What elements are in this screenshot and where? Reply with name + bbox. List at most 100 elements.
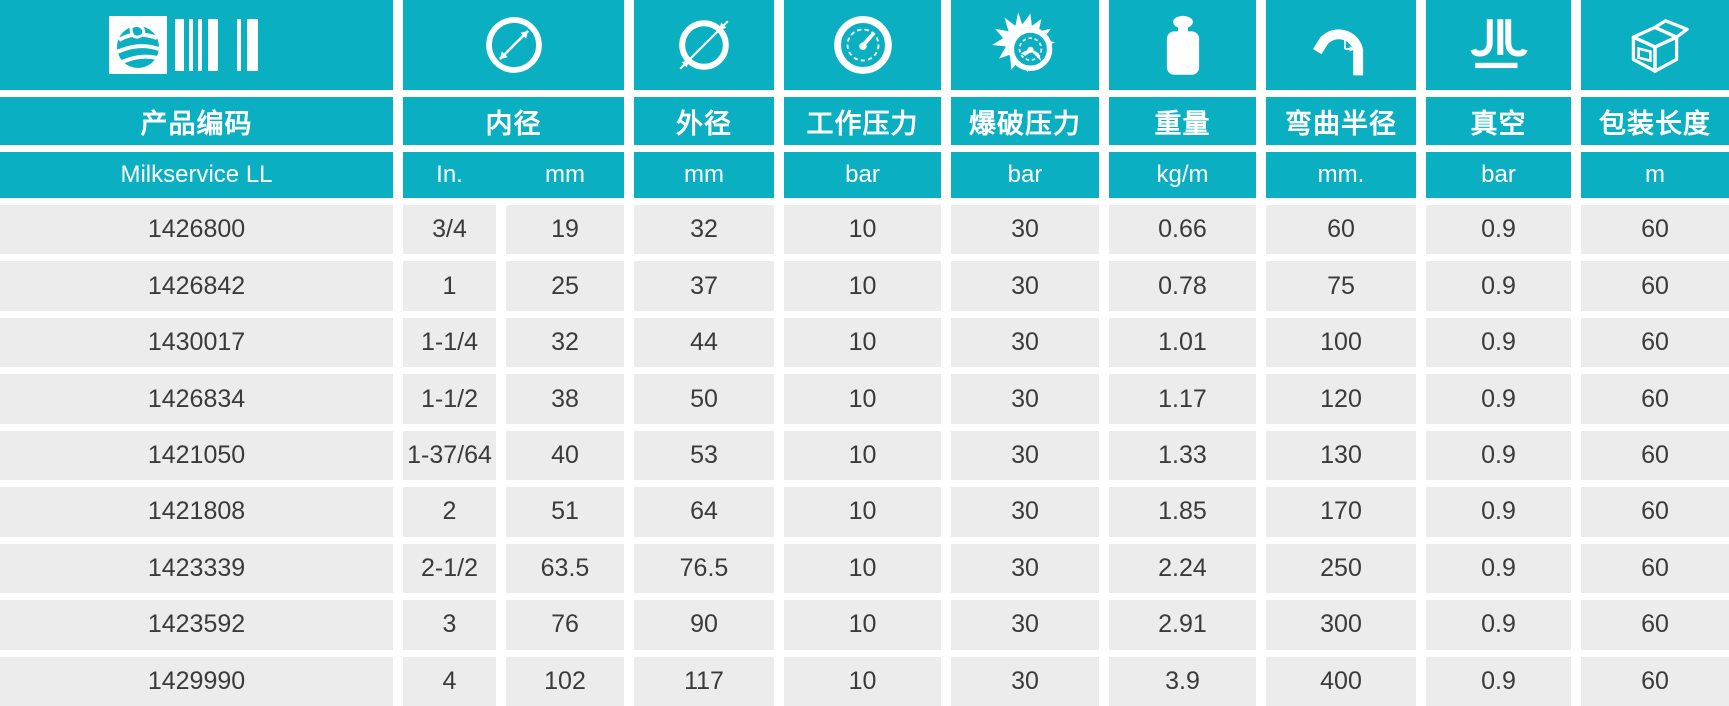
outer-diameter-cell: 76.5	[634, 543, 774, 594]
inner-diameter-in-cell: 3/4	[403, 205, 496, 255]
packaging-length-cell: 60	[1581, 543, 1729, 594]
working-pressure-cell: 10	[784, 487, 941, 537]
inner-diameter-mm-cell: 102	[506, 656, 624, 706]
column-header-vacuum: 真空	[1426, 97, 1571, 145]
packaging-length-cell: 60	[1581, 261, 1729, 311]
burst-pressure-cell: 30	[951, 600, 1099, 650]
vacuum-cell: 0.9	[1426, 430, 1571, 481]
packaging-length-cell: 60	[1581, 600, 1729, 650]
outer-diameter-cell: 32	[634, 205, 774, 255]
inner-diameter-mm-cell: 25	[506, 261, 624, 311]
working-pressure-cell: 10	[784, 543, 941, 594]
column-header-weight: 重量	[1109, 97, 1256, 145]
burst-pressure-cell: 30	[951, 430, 1099, 481]
product-code-cell: 1426842	[0, 261, 393, 311]
vacuum-cell: 0.9	[1426, 600, 1571, 650]
unit-packaging-length: m	[1581, 152, 1729, 198]
bend-radius-cell: 130	[1266, 430, 1416, 481]
weight-cell: 1.33	[1109, 430, 1256, 481]
unit-weight: kg/m	[1109, 152, 1256, 198]
burst-pressure-cell: 30	[951, 205, 1099, 255]
inner-diameter-in-cell: 4	[403, 656, 496, 706]
inner-diameter-mm-cell: 19	[506, 205, 624, 255]
pressure-gauge-icon	[784, 0, 941, 90]
inner-diameter-in-cell: 2	[403, 487, 496, 537]
inner-diameter-in-cell: 1	[403, 261, 496, 311]
unit-inner-diameter-in: In.	[436, 161, 463, 188]
burst-pressure-cell: 30	[951, 261, 1099, 311]
bend-radius-cell: 250	[1266, 543, 1416, 594]
burst-pressure-cell: 30	[951, 487, 1099, 537]
weight-cell: 2.24	[1109, 543, 1256, 594]
working-pressure-cell: 10	[784, 261, 941, 311]
burst-pressure-cell: 30	[951, 317, 1099, 368]
packaging-length-cell: 60	[1581, 317, 1729, 368]
product-code-cell: 1426834	[0, 374, 393, 424]
unit-outer-diameter: mm	[634, 152, 774, 198]
weight-cell: 1.01	[1109, 317, 1256, 368]
inner-diameter-in-cell: 1-1/2	[403, 374, 496, 424]
vacuum-cell: 0.9	[1426, 317, 1571, 368]
bend-radius-cell: 300	[1266, 600, 1416, 650]
outer-diameter-cell: 44	[634, 317, 774, 368]
packaging-length-cell: 60	[1581, 205, 1729, 255]
weight-cell: 1.85	[1109, 487, 1256, 537]
weight-cell: 0.78	[1109, 261, 1256, 311]
bend-radius-icon	[1266, 0, 1416, 90]
inner-diameter-mm-cell: 63.5	[506, 543, 624, 594]
outer-diameter-cell: 64	[634, 487, 774, 537]
column-header-outer-diameter: 外径	[634, 97, 774, 145]
column-header-packaging-length: 包装长度	[1581, 97, 1729, 145]
working-pressure-cell: 10	[784, 600, 941, 650]
bend-radius-cell: 400	[1266, 656, 1416, 706]
vacuum-cell: 0.9	[1426, 543, 1571, 594]
inner-diameter-mm-cell: 32	[506, 317, 624, 368]
packaging-length-cell: 60	[1581, 374, 1729, 424]
outer-diameter-cell: 37	[634, 261, 774, 311]
outer-diameter-cell: 117	[634, 656, 774, 706]
vacuum-cell: 0.9	[1426, 261, 1571, 311]
weight-cell: 1.17	[1109, 374, 1256, 424]
outer-diameter-cell: 90	[634, 600, 774, 650]
burst-pressure-cell: 30	[951, 656, 1099, 706]
column-header-working-pressure: 工作压力	[784, 97, 941, 145]
outer-diameter-cell: 50	[634, 374, 774, 424]
column-header-inner-diameter: 内径	[403, 97, 624, 145]
unit-burst-pressure: bar	[951, 152, 1099, 198]
bend-radius-cell: 100	[1266, 317, 1416, 368]
inner-diameter-in-cell: 1-37/64	[403, 430, 496, 481]
packaging-length-cell: 60	[1581, 430, 1729, 481]
inner-diameter-in-cell: 2-1/2	[403, 543, 496, 594]
inner-diameter-icon	[403, 0, 624, 90]
weight-cell: 0.66	[1109, 205, 1256, 255]
unit-inner-diameter-mm: mm	[545, 161, 585, 188]
vacuum-cell: 0.9	[1426, 487, 1571, 537]
outer-diameter-cell: 53	[634, 430, 774, 481]
series-name: Milkservice LL	[0, 152, 393, 198]
vacuum-icon	[1426, 0, 1571, 90]
product-code-cell: 1429990	[0, 656, 393, 706]
product-code-cell: 1426800	[0, 205, 393, 255]
inner-diameter-mm-cell: 76	[506, 600, 624, 650]
inner-diameter-mm-cell: 51	[506, 487, 624, 537]
product-code-cell: 1421050	[0, 430, 393, 481]
weight-icon	[1109, 0, 1256, 90]
packaging-length-cell: 60	[1581, 656, 1729, 706]
column-header-bend-radius: 弯曲半径	[1266, 97, 1416, 145]
product-code-cell: 1423339	[0, 543, 393, 594]
inner-diameter-mm-cell: 38	[506, 374, 624, 424]
vacuum-cell: 0.9	[1426, 656, 1571, 706]
product-code-cell: 1430017	[0, 317, 393, 368]
bend-radius-cell: 60	[1266, 205, 1416, 255]
bend-radius-cell: 170	[1266, 487, 1416, 537]
inner-diameter-in-cell: 1-1/4	[403, 317, 496, 368]
packaging-length-cell: 60	[1581, 487, 1729, 537]
unit-bend-radius: mm.	[1266, 152, 1416, 198]
column-header-burst-pressure: 爆破压力	[951, 97, 1099, 145]
column-header-product-code: 产品编码	[0, 97, 393, 145]
inner-diameter-mm-cell: 40	[506, 430, 624, 481]
unit-working-pressure: bar	[784, 152, 941, 198]
unit-vacuum: bar	[1426, 152, 1571, 198]
unit-inner-diameter: In. mm	[403, 152, 624, 198]
